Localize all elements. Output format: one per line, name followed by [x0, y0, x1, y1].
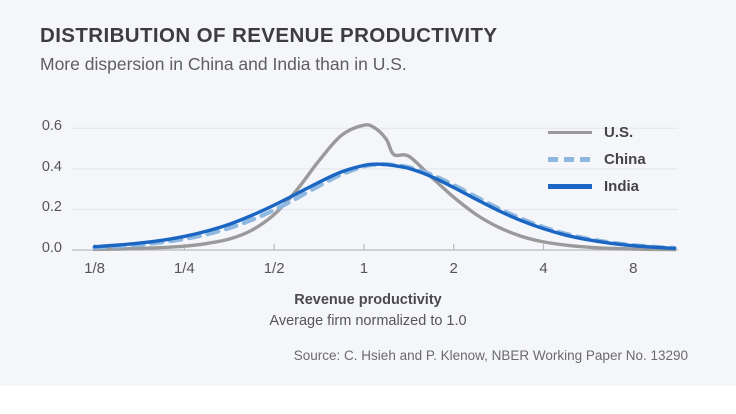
y-tick-label: 0.4 — [41, 158, 62, 175]
source-note: Source: C. Hsieh and P. Klenow, NBER Wor… — [293, 348, 688, 363]
x-tick-label: 8 — [629, 260, 638, 277]
y-tick-label: 0.6 — [41, 118, 62, 135]
figure-card: DISTRIBUTION OF REVENUE PRODUCTIVITY Mor… — [40, 24, 688, 363]
y-tick-label: 0.0 — [41, 240, 62, 256]
chart-legend: U.S. China India — [548, 122, 646, 203]
legend-item-india: India — [548, 176, 646, 197]
legend-label-india: India — [604, 178, 640, 195]
y-tick-label: 0.2 — [41, 199, 62, 216]
legend-item-us: U.S. — [548, 122, 646, 143]
legend-label-china: China — [604, 151, 646, 168]
legend-label-us: U.S. — [604, 124, 634, 141]
x-tick-label: 1/2 — [263, 260, 285, 277]
chart-plot-area: 0.0 0.2 0.4 0.6 1/8 1/4 1/2 1 2 4 8 U.S. China In… — [41, 118, 688, 363]
x-axis-title: Revenue productivity — [294, 292, 442, 308]
x-tick-label: 1/8 — [84, 260, 105, 277]
distribution-line-chart — [72, 123, 678, 252]
legend-swatch-us — [548, 130, 592, 135]
x-axis-note: Average firm normalized to 1.0 — [269, 313, 467, 329]
legend-item-china: China — [548, 149, 646, 170]
x-tick-label: 1/4 — [173, 260, 195, 277]
x-tick-label: 2 — [449, 260, 458, 277]
x-tick-label: 1 — [359, 260, 369, 277]
legend-swatch-india — [548, 184, 592, 189]
chart-subtitle: More dispersion in China and India than … — [40, 54, 407, 74]
page-title: DISTRIBUTION OF REVENUE PRODUCTIVITY — [40, 24, 498, 47]
series-lines — [92, 123, 677, 252]
legend-swatch-china — [548, 157, 592, 162]
x-tick-label: 4 — [539, 260, 548, 277]
